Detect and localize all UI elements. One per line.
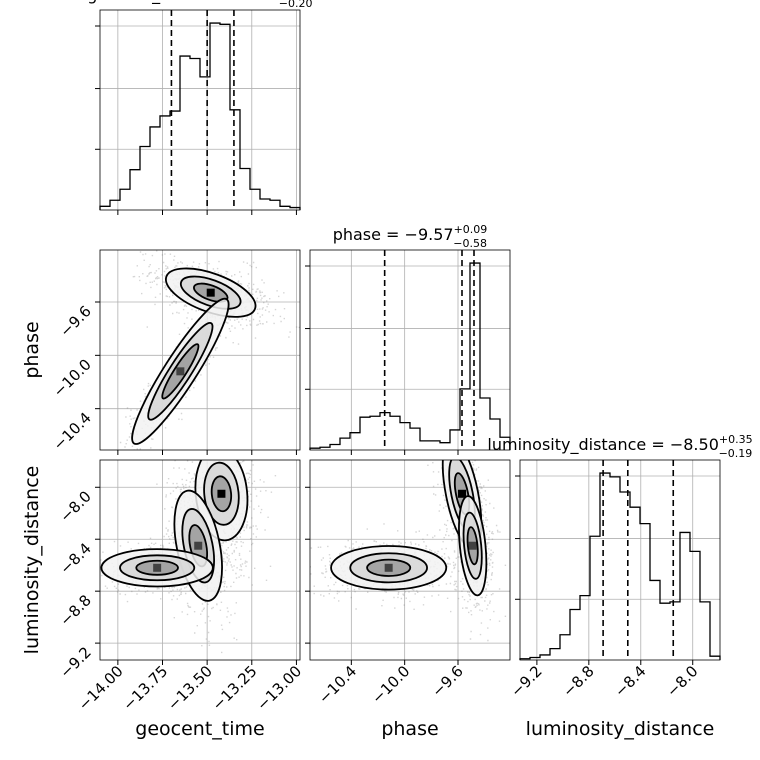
panel-frame-geocent_time-phase <box>99 249 301 451</box>
title-text: phase = −9.57 <box>333 225 454 244</box>
panel-frame-phase-luminosity_distance <box>309 459 511 661</box>
y-tick-label-luminosity_distance-0: −9.2 <box>56 643 94 681</box>
density-geocent_time-phase <box>100 250 300 450</box>
title-minus: −0.58 <box>453 237 487 250</box>
x-tick-label-geocent_time-4: −13.00 <box>253 662 305 714</box>
panel-title-geocent_time: geocent_time = −13.50+0.15−0.20 <box>87 0 313 10</box>
title-minus: −0.19 <box>719 447 753 460</box>
y-tick-label-phase-0: −10.4 <box>50 409 95 454</box>
histogram-geocent_time <box>99 22 301 210</box>
histogram-phase <box>309 262 511 450</box>
x-tick-label-luminosity_distance-2: −8.4 <box>611 662 649 700</box>
panel-frame-geocent_time-luminosity_distance <box>99 459 301 661</box>
histogram-panel-phase: phase = −9.57+0.09 −0.58 <box>305 223 511 455</box>
y-tick-label-luminosity_distance-1: −8.8 <box>56 591 94 629</box>
density-peak-1-2 <box>153 563 162 572</box>
density-peak-2-1 <box>468 541 477 550</box>
histogram-panel-geocent_time: geocent_time = −13.50+0.15−0.20 <box>87 0 313 215</box>
density-peak-2-0 <box>458 489 466 498</box>
y-tick-label-phase-2: −9.6 <box>56 302 94 340</box>
density-peak-2-2 <box>384 563 393 572</box>
density-panel-geocent_time-luminosity_distance: −14.00−13.75−13.50−13.25−13.00 −9.2 −8.8 −8… <box>56 459 305 714</box>
density-peak-0-1 <box>176 367 185 376</box>
y-tick-label-luminosity_distance-2: −8.4 <box>56 539 94 577</box>
y-tick-label-luminosity_distance-3: −8.0 <box>56 487 94 525</box>
title-text: geocent_time = −13.50 <box>87 0 279 5</box>
title-text: luminosity_distance = −8.50 <box>487 435 718 455</box>
panel-frame-luminosity_distance <box>519 459 721 661</box>
y-axis-label-luminosity_distance: luminosity_distance <box>21 466 43 655</box>
histogram-luminosity_distance <box>519 472 721 660</box>
x-tick-label-geocent_time-1: −13.75 <box>119 662 171 714</box>
x-tick-label-geocent_time-0: −14.00 <box>75 662 127 714</box>
density-peak-1-1 <box>194 541 203 550</box>
x-tick-label-geocent_time-3: −13.25 <box>209 662 261 714</box>
x-tick-label-luminosity_distance-1: −8.8 <box>559 662 597 700</box>
x-axis-label-luminosity_distance: luminosity_distance <box>526 718 715 740</box>
x-tick-label-phase-2: −9.6 <box>428 662 466 700</box>
panel-frame-geocent_time <box>99 9 301 211</box>
density-geocent_time-luminosity_distance <box>100 460 300 660</box>
scatter-points-geocent_time-luminosity_distance <box>100 460 277 654</box>
x-tick-label-phase-0: −10.4 <box>315 662 360 707</box>
x-tick-label-luminosity_distance-3: −8.0 <box>663 662 701 700</box>
y-tick-label-phase-1: −10.0 <box>50 355 95 400</box>
density-panel-geocent_time-phase: −10.4 −10.0 −9.6 <box>50 249 301 455</box>
x-axis-label-geocent_time: geocent_time <box>135 718 264 740</box>
histogram-panel-luminosity_distance: −9.2 −8.8 −8.4 −8.0 luminosity_distance = −8… <box>487 433 752 701</box>
density-peak-1-0 <box>217 489 226 498</box>
density-peak-0-0 <box>206 288 215 297</box>
density-phase-luminosity_distance <box>310 460 510 660</box>
x-tick-label-luminosity_distance-0: −9.2 <box>507 662 545 700</box>
y-axis-label-phase: phase <box>21 321 43 378</box>
x-axis-label-phase: phase <box>381 718 438 740</box>
x-tick-label-phase-1: −10.0 <box>368 662 413 707</box>
title-plus: +0.35 <box>719 433 753 446</box>
panel-title-phase: phase = −9.57+0.09 −0.58 <box>333 223 488 250</box>
x-tick-label-geocent_time-2: −13.50 <box>164 662 216 714</box>
panel-frame-phase <box>309 249 511 451</box>
title-minus: −0.20 <box>279 0 313 10</box>
title-plus: +0.09 <box>454 223 488 236</box>
panel-title-luminosity_distance: luminosity_distance = −8.50+0.35 −0.19 <box>487 433 752 460</box>
